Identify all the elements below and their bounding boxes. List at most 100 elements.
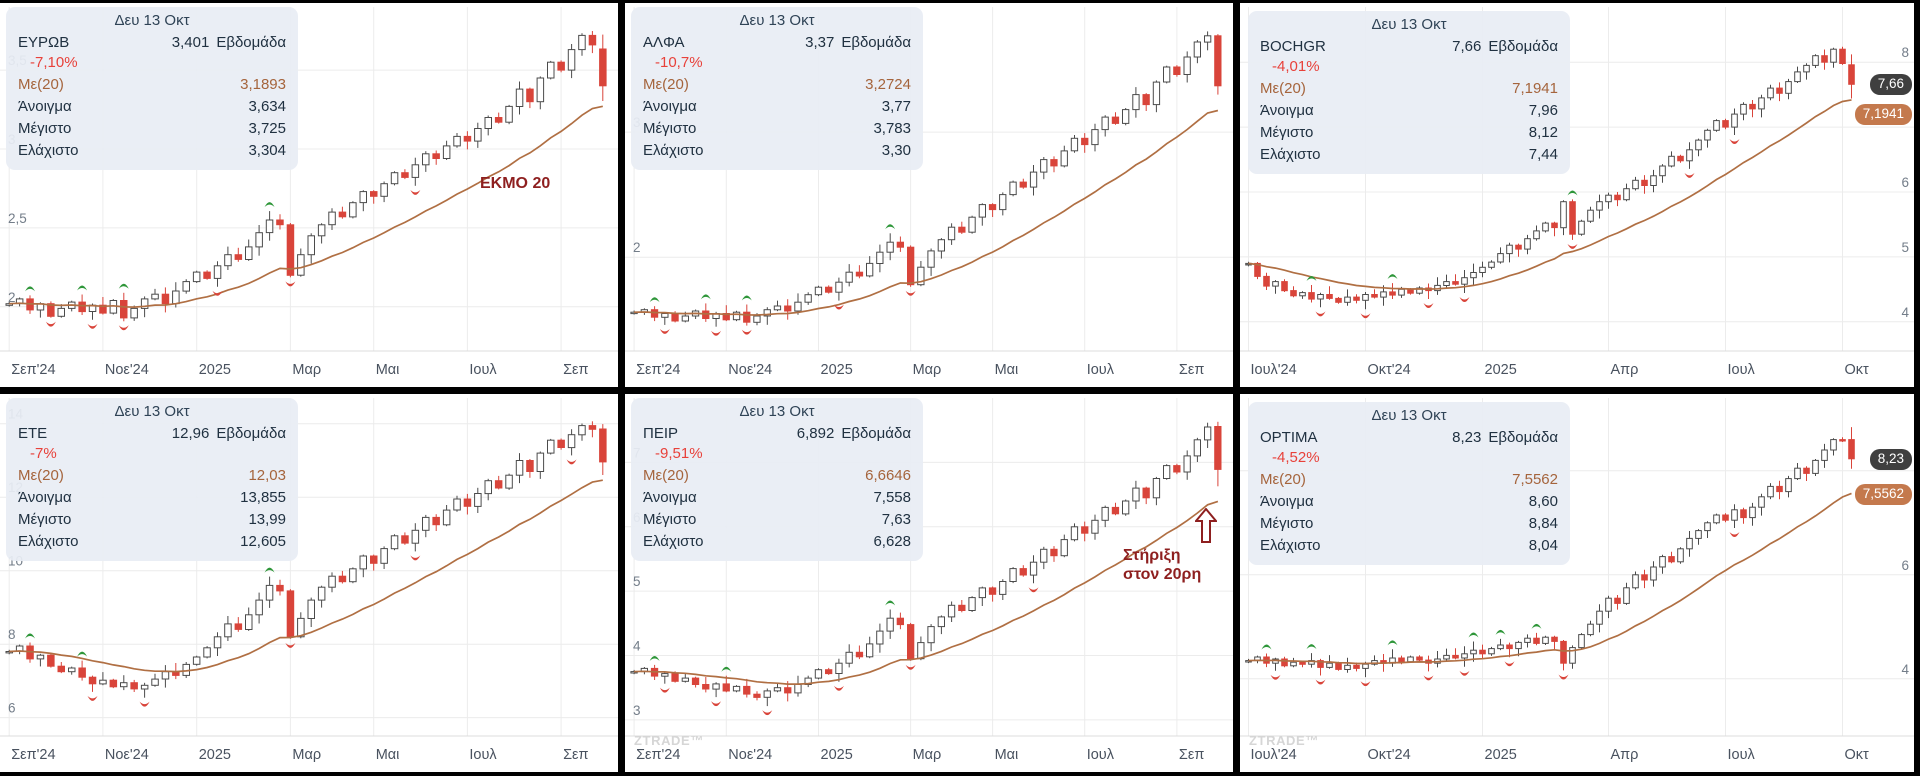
y-tick-label: 4: [633, 639, 641, 654]
x-tick-label: Μαι: [995, 747, 1019, 763]
low-label: Ελάχιστο: [643, 142, 704, 159]
candle-body: [937, 616, 946, 628]
ema-label: Με(20): [643, 76, 689, 93]
fractal-up-marker: [77, 285, 88, 291]
ema-value: 3,1893: [240, 76, 286, 93]
candle-body: [578, 34, 586, 51]
change-percent: -4,52%: [1272, 449, 1320, 466]
x-tick-label: Ιουλ'24: [1251, 747, 1297, 763]
ticker-label: ΠΕΙΡ: [643, 425, 679, 442]
y-tick-label: 8: [8, 627, 16, 642]
fractal-down-marker: [1423, 675, 1434, 681]
x-tick-label: Ιουλ: [1087, 747, 1115, 763]
ema-label: Με(20): [643, 467, 689, 484]
fractal-up-marker: [1306, 644, 1317, 650]
candle-body: [1668, 556, 1675, 563]
candle-body: [1272, 281, 1279, 287]
price-badge-ema: 7,5562: [1854, 483, 1912, 505]
candle-body: [1785, 81, 1792, 94]
candle-body: [1183, 455, 1191, 473]
chart-cell-optima: 6 4 Ιουλ'24 Οκτ'24 2025 Απρ Ιουλ Οκτ Δευ 13 Οκτ…: [1240, 394, 1914, 772]
fractal-up-marker: [721, 666, 732, 672]
candle-body: [722, 683, 730, 692]
candle-body: [453, 498, 461, 511]
candle-body: [1183, 56, 1191, 75]
x-tick-label: Οκτ'24: [1368, 747, 1411, 763]
fractal-down-marker: [711, 701, 722, 707]
candle-body: [1101, 506, 1109, 521]
fractal-down-marker: [1729, 531, 1740, 537]
candle-body: [1641, 574, 1648, 581]
period-label: Εβδομάδα: [841, 34, 911, 51]
candle-body: [1668, 155, 1675, 167]
support-annotation: Στήριξη στον 20ρη: [1123, 547, 1202, 583]
candle-body: [661, 673, 669, 677]
candle-body: [401, 535, 409, 544]
candle-body: [1524, 637, 1531, 643]
candle-body: [1821, 449, 1828, 461]
low-value: 7,44: [1528, 146, 1558, 163]
candle-body: [203, 647, 211, 658]
candle-body: [411, 164, 420, 178]
candle-body: [286, 224, 295, 276]
candle-body: [732, 685, 741, 692]
candle-body: [773, 305, 782, 311]
candle-body: [276, 219, 284, 226]
candle-body: [401, 172, 409, 178]
candle-body: [88, 676, 97, 685]
x-tick-label: Οκτ'24: [1368, 362, 1411, 378]
candle-body: [567, 49, 576, 71]
fractal-down-marker: [285, 642, 296, 648]
candle-body: [151, 293, 159, 300]
ema-label: Με(20): [1260, 80, 1306, 97]
candlestick-chart-bochgr[interactable]: 8 6 5 4 Ιουλ'24 Οκτ'24 2025 Απρ Ιουλ Οκτ: [1240, 3, 1914, 387]
candle-body: [1362, 663, 1369, 669]
candle-body: [866, 643, 874, 658]
candle-body: [57, 665, 65, 673]
fractal-up-marker: [1567, 190, 1578, 196]
candle-body: [1677, 155, 1684, 162]
candlestick-chart-optima[interactable]: 6 4 Ιουλ'24 Οκτ'24 2025 Απρ Ιουλ Οκτ: [1240, 394, 1914, 772]
candle-body: [896, 241, 905, 248]
candle-body: [317, 224, 326, 237]
ema-value: 6,6646: [865, 467, 911, 484]
candle-body: [265, 584, 274, 601]
fractal-up-marker: [649, 655, 660, 661]
candle-body: [1659, 165, 1666, 177]
fractal-down-marker: [1315, 679, 1326, 685]
fractal-up-marker: [1531, 623, 1542, 629]
fractal-down-marker: [741, 329, 752, 335]
x-tick-label: 2025: [199, 747, 231, 763]
info-panel-ete: Δευ 13 Οκτ ΕΤΕ 12,96 Εβδομάδα -7% Με(20)…: [6, 398, 298, 561]
candle-body: [567, 434, 576, 449]
candle-body: [1019, 181, 1027, 188]
x-tick-label: Μαρ: [292, 362, 321, 378]
candle-body: [1416, 656, 1423, 661]
y-tick-label: 5: [1901, 240, 1909, 255]
candle-body: [1641, 179, 1648, 187]
candle-body: [1101, 116, 1109, 131]
low-label: Ελάχιστο: [18, 533, 79, 550]
candle-body: [203, 271, 211, 279]
candle-body: [845, 651, 853, 664]
candle-body: [265, 219, 274, 234]
ztrade-watermark: ZTRADE™: [1249, 733, 1319, 748]
candle-body: [422, 516, 430, 531]
y-tick-label: 4: [1901, 662, 1909, 677]
candle-body: [866, 262, 874, 277]
info-head: ΠΕΙΡ 6,892 Εβδομάδα: [643, 425, 911, 442]
candle-body: [130, 307, 138, 319]
candle-body: [1281, 658, 1288, 667]
fractal-up-marker: [649, 297, 660, 303]
info-panel-bochgr: Δευ 13 Οκτ BOCHGR 7,66 Εβδομάδα -4,01% Μ…: [1248, 11, 1570, 174]
candle-body: [109, 679, 118, 688]
candle-body: [1452, 281, 1459, 285]
price-badge-ema: 7,1941: [1854, 104, 1912, 126]
info-head: ΕΥΡΩΒ 3,401 Εβδομάδα: [18, 34, 286, 51]
fractal-down-marker: [1684, 172, 1695, 178]
candle-body: [1009, 568, 1017, 583]
